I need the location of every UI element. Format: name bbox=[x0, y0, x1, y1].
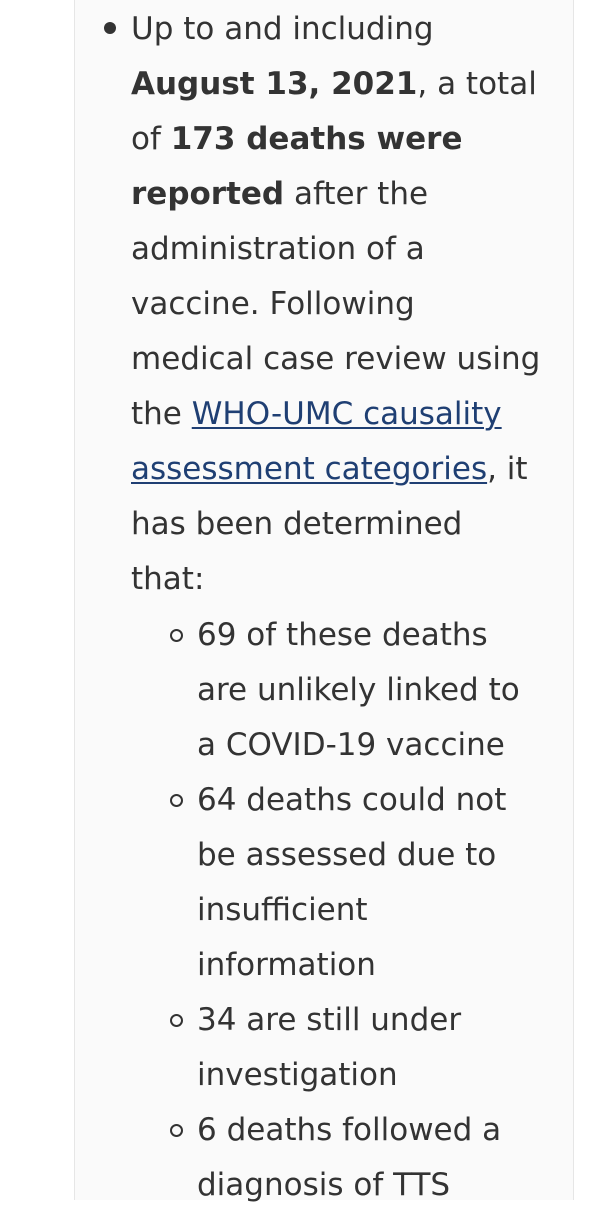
text-fragment: after the bbox=[284, 176, 429, 212]
text-fragment: has been determined bbox=[131, 506, 463, 542]
text-fragment: vaccine. Following bbox=[131, 286, 415, 322]
text-line: 64 deaths could not bbox=[197, 782, 507, 818]
sub-list-item: 6 deaths followed a diagnosis of TTS bbox=[170, 1103, 557, 1213]
text-fragment: medical case review using bbox=[131, 341, 541, 377]
causality-link[interactable]: WHO-UMC causality bbox=[191, 396, 502, 432]
text-line: information bbox=[197, 947, 376, 983]
text-line: has been determined bbox=[131, 497, 546, 552]
sub-bullet-list: 69 of these deaths are unlikely linked t… bbox=[170, 608, 557, 1213]
reported-emphasis: reported bbox=[131, 176, 285, 212]
date-emphasis: August 13, 2021 bbox=[131, 66, 418, 102]
text-line: a COVID-19 vaccine bbox=[197, 727, 505, 763]
text-fragment: , a total bbox=[417, 66, 537, 102]
circle-bullet-icon bbox=[170, 794, 183, 807]
text-line: 34 are still under bbox=[197, 1002, 462, 1038]
text-line: investigation bbox=[197, 1057, 398, 1093]
text-fragment: Up to and including bbox=[131, 11, 434, 47]
main-bullet-item: Up to and including August 13, 2021, a t… bbox=[131, 0, 546, 607]
text-fragment: , it bbox=[487, 451, 528, 487]
bullet-icon bbox=[104, 22, 116, 34]
text-line: be assessed due to bbox=[197, 837, 497, 873]
text-line: insufficient bbox=[197, 892, 368, 928]
text-line: 6 deaths followed a bbox=[197, 1112, 502, 1148]
sub-list-item: 69 of these deaths are unlikely linked t… bbox=[170, 608, 557, 773]
text-line: that: bbox=[131, 552, 546, 607]
circle-bullet-icon bbox=[170, 1014, 183, 1027]
text-line: of 173 deaths were bbox=[131, 112, 546, 167]
text-line: Up to and including bbox=[131, 2, 546, 57]
circle-bullet-icon bbox=[170, 629, 183, 642]
causality-link[interactable]: assessment categories bbox=[131, 451, 488, 487]
deaths-emphasis: 173 deaths were bbox=[170, 121, 463, 157]
text-line: 69 of these deaths bbox=[197, 617, 488, 653]
text-line: reported after the bbox=[131, 167, 546, 222]
text-line: August 13, 2021, a total bbox=[131, 57, 546, 112]
text-line: the WHO-UMC causality bbox=[131, 387, 546, 442]
sub-list-item: 64 deaths could not be assessed due to i… bbox=[170, 773, 557, 993]
circle-bullet-icon bbox=[170, 1124, 183, 1137]
text-fragment: that: bbox=[131, 561, 205, 597]
text-line: diagnosis of TTS bbox=[197, 1167, 451, 1203]
text-line: medical case review using bbox=[131, 332, 546, 387]
text-line: administration of a bbox=[131, 222, 546, 277]
content-column bbox=[74, 0, 574, 1200]
text-line: assessment categories, it bbox=[131, 442, 546, 497]
text-fragment: of bbox=[131, 121, 171, 157]
sub-list-item: 34 are still under investigation bbox=[170, 993, 557, 1103]
text-line: vaccine. Following bbox=[131, 277, 546, 332]
text-fragment: administration of a bbox=[131, 231, 425, 267]
text-fragment: the bbox=[131, 396, 192, 432]
text-line: are unlikely linked to bbox=[197, 672, 520, 708]
